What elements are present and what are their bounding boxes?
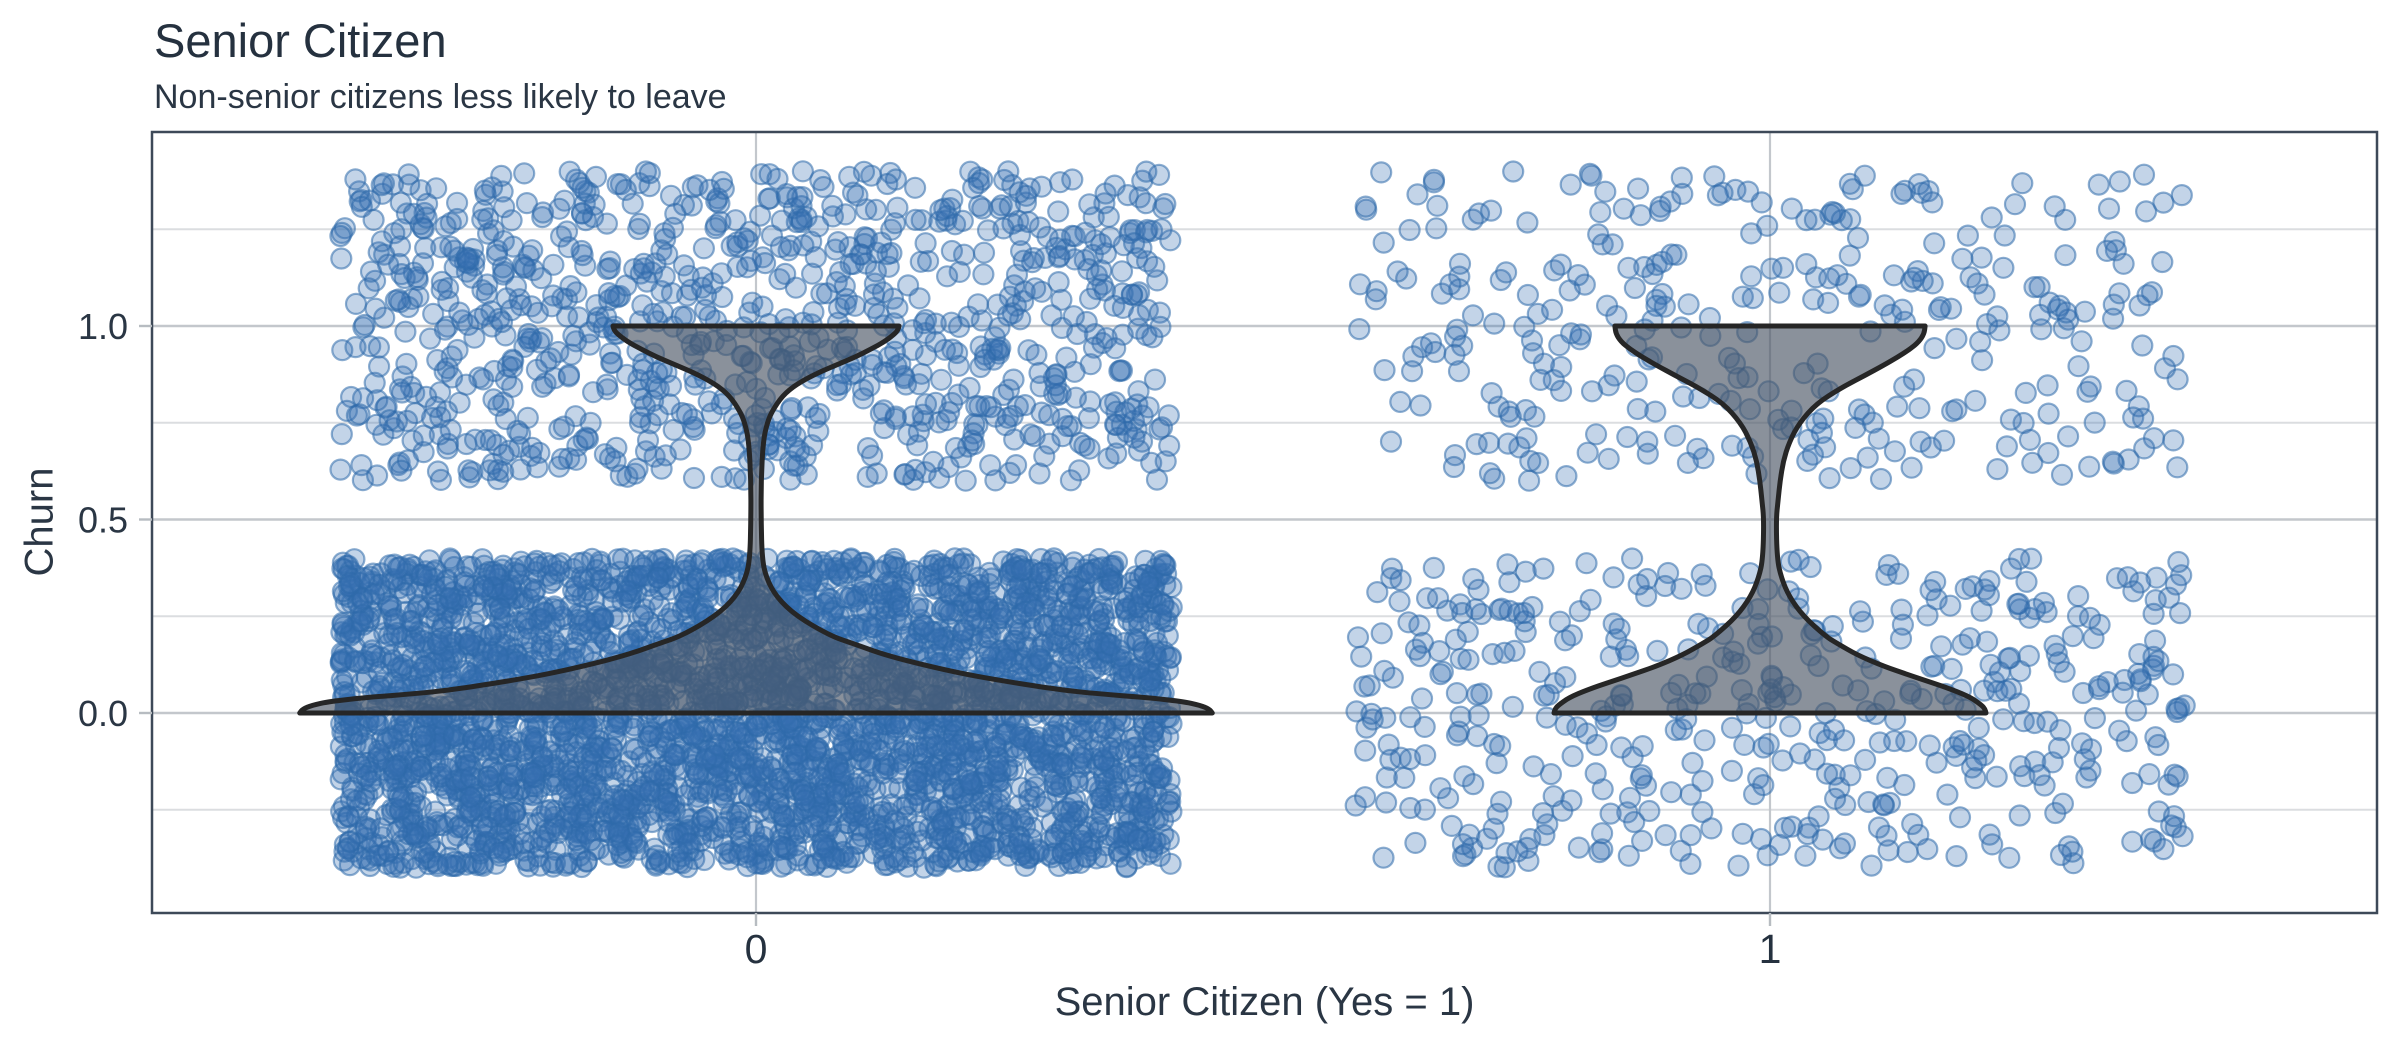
y-axis-title: Churn	[17, 467, 62, 577]
y-tick-label: 0.0	[78, 693, 128, 734]
chart-title: Senior Citizen	[154, 14, 447, 67]
x-tick-label: 1	[1759, 926, 1782, 972]
x-axis-title: Senior Citizen (Yes = 1)	[1054, 980, 1475, 1024]
violin-group-1	[1551, 323, 1989, 716]
jitter-points-group-1	[1344, 160, 2196, 879]
x-tick-label: 0	[745, 926, 768, 972]
chart-subtitle: Non-senior citizens less likely to leave	[154, 78, 727, 116]
violin-group-0	[297, 323, 1215, 716]
panel-border	[150, 130, 2379, 915]
y-tick-label: 0.5	[78, 500, 128, 541]
tick-labels: 1.0 0.5 0.0 0 1	[78, 306, 1781, 972]
y-tick-label: 1.0	[78, 306, 128, 347]
axis-tick-marks	[139, 324, 1772, 926]
